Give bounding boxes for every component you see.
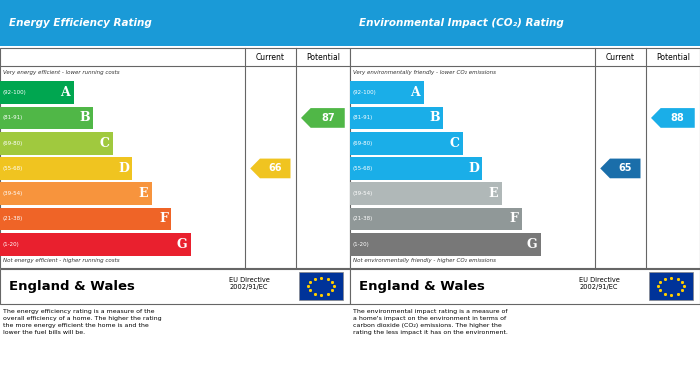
Text: Not energy efficient - higher running costs: Not energy efficient - higher running co… (3, 258, 120, 263)
Text: A: A (410, 86, 420, 99)
Text: B: B (79, 111, 90, 124)
Bar (350, 0, 700, 46)
Polygon shape (301, 108, 344, 128)
Text: 66: 66 (269, 163, 282, 174)
Polygon shape (651, 108, 694, 128)
Bar (0, 157, 132, 180)
Text: Very environmentally friendly - lower CO₂ emissions: Very environmentally friendly - lower CO… (353, 70, 496, 75)
Bar (0, 208, 172, 230)
Text: E: E (139, 187, 148, 200)
Bar (0, 269, 350, 304)
Bar (350, 132, 463, 154)
Bar (350, 107, 443, 129)
Text: Very energy efficient - lower running costs: Very energy efficient - lower running co… (3, 70, 120, 75)
Text: (21-38): (21-38) (3, 217, 23, 221)
Bar (350, 81, 424, 104)
Bar (350, 48, 700, 268)
Text: A: A (60, 86, 70, 99)
Text: (55-68): (55-68) (353, 166, 373, 171)
Bar (350, 182, 502, 205)
Text: (21-38): (21-38) (353, 217, 373, 221)
Text: Current: Current (606, 52, 635, 62)
Bar (350, 233, 541, 256)
Bar (0, 0, 350, 46)
Bar (350, 208, 522, 230)
Text: 87: 87 (321, 113, 335, 123)
Text: (69-80): (69-80) (353, 141, 373, 146)
Text: The environmental impact rating is a measure of
a home's impact on the environme: The environmental impact rating is a mea… (353, 309, 508, 335)
Text: (81-91): (81-91) (353, 115, 373, 120)
Text: England & Wales: England & Wales (8, 280, 134, 293)
Text: G: G (527, 238, 538, 251)
Text: England & Wales: England & Wales (358, 280, 484, 293)
Text: Not environmentally friendly - higher CO₂ emissions: Not environmentally friendly - higher CO… (353, 258, 496, 263)
Text: (39-54): (39-54) (3, 191, 23, 196)
Bar (350, 269, 700, 304)
Text: Potential: Potential (656, 52, 690, 62)
Bar (0, 182, 152, 205)
Text: C: C (99, 137, 109, 150)
Text: E: E (489, 187, 498, 200)
Text: Current: Current (256, 52, 285, 62)
Text: D: D (468, 162, 479, 175)
Text: (81-91): (81-91) (3, 115, 23, 120)
Text: The energy efficiency rating is a measure of the
overall efficiency of a home. T: The energy efficiency rating is a measur… (3, 309, 162, 335)
Text: F: F (159, 212, 168, 226)
Text: (69-80): (69-80) (3, 141, 23, 146)
Text: Potential: Potential (306, 52, 340, 62)
Bar (0, 107, 93, 129)
Polygon shape (601, 159, 640, 178)
Text: G: G (177, 238, 188, 251)
Bar (300, 272, 343, 300)
Bar (0, 48, 350, 268)
Text: B: B (429, 111, 440, 124)
Text: (92-100): (92-100) (353, 90, 377, 95)
Bar (650, 272, 693, 300)
Text: (39-54): (39-54) (353, 191, 373, 196)
Text: Energy Efficiency Rating: Energy Efficiency Rating (8, 18, 151, 28)
Text: Environmental Impact (CO₂) Rating: Environmental Impact (CO₂) Rating (358, 18, 564, 28)
Text: (1-20): (1-20) (353, 242, 370, 247)
Text: 65: 65 (619, 163, 632, 174)
Bar (0, 233, 191, 256)
Text: (1-20): (1-20) (3, 242, 20, 247)
Text: (55-68): (55-68) (3, 166, 23, 171)
Bar (0, 81, 74, 104)
Text: F: F (509, 212, 518, 226)
Polygon shape (251, 159, 290, 178)
Bar (350, 157, 482, 180)
Text: (92-100): (92-100) (3, 90, 27, 95)
Text: EU Directive
2002/91/EC: EU Directive 2002/91/EC (230, 277, 270, 290)
Bar (0, 132, 113, 154)
Text: C: C (449, 137, 459, 150)
Text: EU Directive
2002/91/EC: EU Directive 2002/91/EC (580, 277, 620, 290)
Text: 88: 88 (671, 113, 685, 123)
Text: D: D (118, 162, 129, 175)
